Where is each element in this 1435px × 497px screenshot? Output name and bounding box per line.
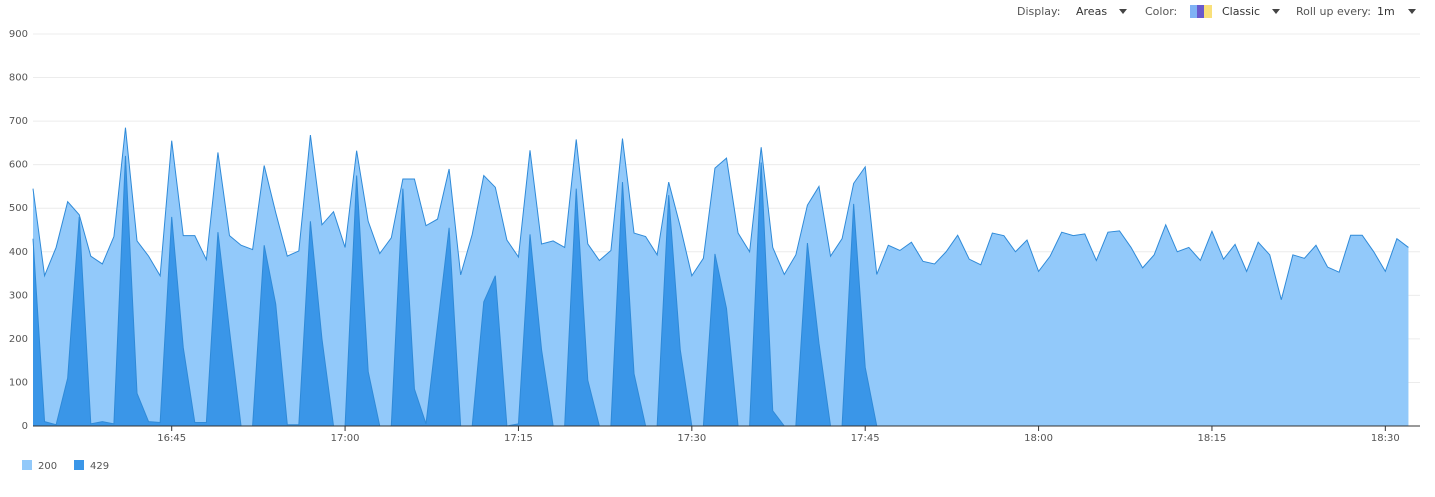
y-tick-label: 300 [9,290,28,301]
y-tick-label: 800 [9,73,28,84]
y-tick-label: 900 [9,29,28,40]
swatch[interactable] [1197,5,1204,18]
y-tick-label: 200 [9,334,28,345]
control-value[interactable]: 1m [1377,5,1395,18]
y-tick-label: 0 [22,421,28,432]
legend-swatch [22,460,32,470]
legend-label: 429 [90,461,109,472]
control-label: Roll up every: [1296,5,1371,18]
legend-label: 200 [38,461,57,472]
x-tick-label: 18:00 [1024,433,1053,444]
y-tick-label: 400 [9,247,28,258]
control-label: Display: [1017,5,1060,18]
y-tick-label: 100 [9,377,28,388]
y-tick-label: 600 [9,160,28,171]
x-tick-label: 16:45 [157,433,186,444]
swatch[interactable] [1204,5,1212,18]
control-value[interactable]: Classic [1222,5,1260,18]
y-tick-label: 700 [9,116,28,127]
swatch[interactable] [1190,5,1197,18]
control-label: Color: [1145,5,1177,18]
area [33,155,1409,426]
x-tick-label: 17:30 [677,433,706,444]
x-tick-label: 17:45 [851,433,880,444]
x-tick-label: 18:30 [1371,433,1400,444]
x-tick-label: 18:15 [1198,433,1227,444]
area [33,127,1409,427]
dropdown-arrow[interactable] [1119,9,1127,14]
plot: 0 100 200 300 400 500 600 700 800 900 16:45 17:00 17… [9,29,1420,444]
control-value[interactable]: Areas [1076,5,1107,18]
dropdown-arrow[interactable] [1408,9,1416,14]
area-outline [32,127,1409,300]
x-tick-label: 17:15 [504,433,533,444]
legend: 200 429 [22,460,109,472]
y-tick-label: 500 [9,203,28,214]
x-tick-label: 17:00 [331,433,360,444]
legend-swatch [74,460,84,470]
controls: Display: Areas Color: Classic Roll up ev… [1017,5,1416,18]
dropdown-arrow[interactable] [1272,9,1280,14]
